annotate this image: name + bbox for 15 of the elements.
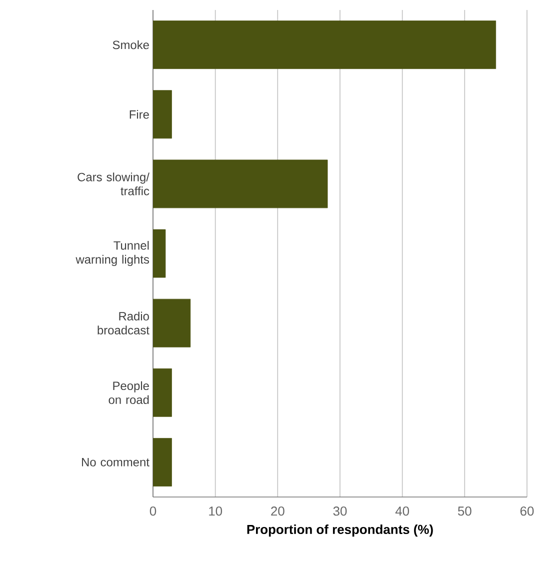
x-tick-label: 30 (333, 506, 347, 516)
x-tick-label: 10 (209, 506, 222, 516)
x-axis-title: Proportion of respondants (%) (247, 524, 433, 537)
x-tick-label: 40 (395, 506, 410, 516)
y-tick-label: Cars slowing/ traffic (78, 172, 150, 196)
y-tick-label: Smoke (112, 40, 149, 50)
x-tick-label: 20 (271, 506, 284, 516)
y-tick-label: Fire (130, 110, 149, 119)
y-tick-label: No comment (82, 458, 150, 466)
x-tick-label: 50 (458, 506, 472, 516)
y-tick-label: Tunnel warning lights (76, 240, 150, 266)
y-tick-label: People on road (108, 381, 149, 404)
y-tick-label: Radio broadcast (98, 312, 150, 334)
x-tick-label: 60 (520, 506, 534, 516)
x-tick-label: 0 (150, 506, 156, 516)
